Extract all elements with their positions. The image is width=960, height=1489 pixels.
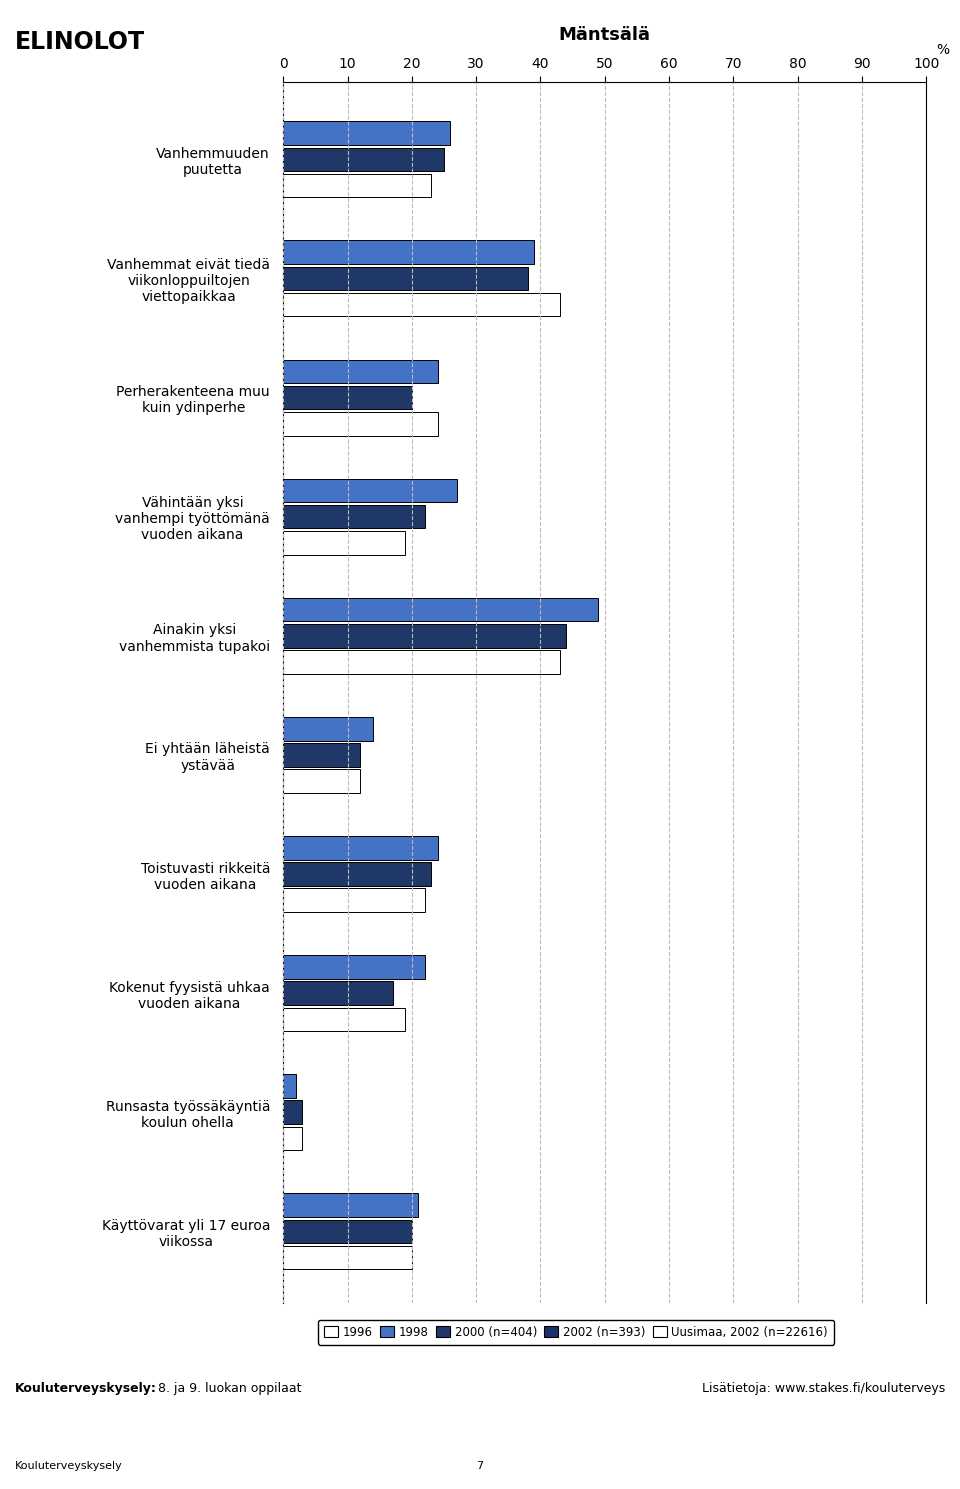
Bar xyxy=(283,889,424,913)
Bar xyxy=(283,174,431,198)
Bar xyxy=(283,770,360,794)
Text: Lisätietoja: www.stakes.fi/kouluterveys: Lisätietoja: www.stakes.fi/kouluterveys xyxy=(703,1382,946,1395)
Bar xyxy=(283,1193,419,1217)
Title: Mäntsälä: Mäntsälä xyxy=(559,27,651,45)
Bar xyxy=(283,386,412,409)
Bar xyxy=(283,147,444,171)
Bar xyxy=(283,293,560,317)
Bar xyxy=(283,1246,412,1270)
Text: 7: 7 xyxy=(476,1461,484,1471)
Bar xyxy=(283,624,566,648)
Text: ELINOLOT: ELINOLOT xyxy=(14,30,145,54)
Bar xyxy=(283,1008,405,1032)
Bar xyxy=(283,478,457,502)
Bar xyxy=(283,716,373,740)
Legend: 1996, 1998, 2000 (n=404), 2002 (n=393), Uusimaa, 2002 (n=22616): 1996, 1998, 2000 (n=404), 2002 (n=393), … xyxy=(318,1319,834,1345)
Bar xyxy=(283,954,424,978)
Bar xyxy=(283,359,438,383)
Bar xyxy=(283,532,405,555)
Bar xyxy=(283,240,534,264)
Bar xyxy=(283,267,528,290)
Text: %: % xyxy=(936,43,949,58)
Bar xyxy=(283,505,424,529)
Bar xyxy=(283,835,438,859)
Bar xyxy=(283,121,450,144)
Bar xyxy=(283,1074,296,1097)
Text: 8. ja 9. luokan oppilaat: 8. ja 9. luokan oppilaat xyxy=(154,1382,301,1395)
Bar xyxy=(283,651,560,675)
Bar xyxy=(283,862,431,886)
Text: Kouluterveyskysely: Kouluterveyskysely xyxy=(14,1461,122,1471)
Bar xyxy=(283,1127,302,1151)
Bar xyxy=(283,1219,412,1243)
Bar xyxy=(283,597,598,621)
Text: Kouluterveyskysely:: Kouluterveyskysely: xyxy=(14,1382,156,1395)
Bar xyxy=(283,981,393,1005)
Bar xyxy=(283,1100,302,1124)
Bar xyxy=(283,412,438,436)
Bar xyxy=(283,743,360,767)
